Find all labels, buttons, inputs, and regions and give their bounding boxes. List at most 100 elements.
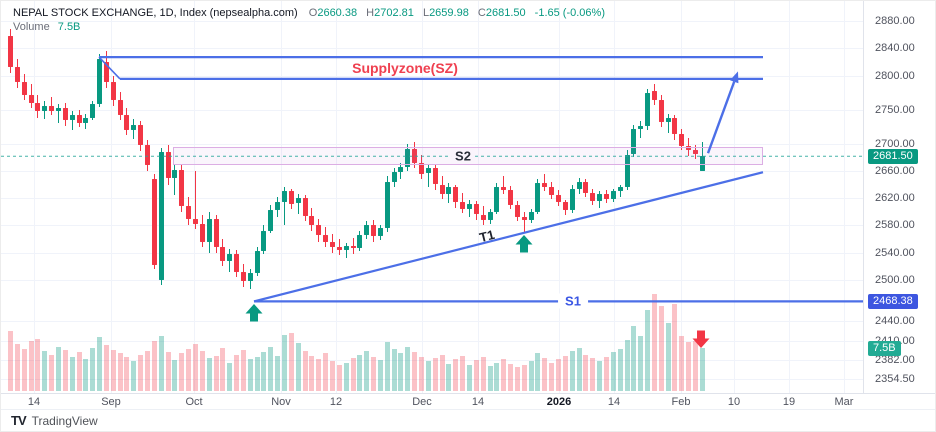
volume-bar[interactable] (473, 360, 479, 391)
volume-bar[interactable] (323, 353, 329, 391)
candle[interactable] (343, 245, 349, 250)
candle[interactable] (651, 90, 657, 100)
volume-bar[interactable] (275, 355, 281, 391)
candle[interactable] (549, 187, 555, 196)
volume-bar[interactable] (254, 356, 260, 391)
volume-label[interactable]: Volume (13, 21, 50, 33)
volume-bar[interactable] (508, 363, 513, 391)
volume-bar[interactable] (425, 361, 431, 391)
candle[interactable] (631, 128, 637, 155)
candle[interactable] (391, 172, 397, 182)
candle[interactable] (645, 93, 650, 126)
candle[interactable] (199, 224, 205, 242)
candle[interactable] (528, 211, 534, 220)
tradingview-watermark[interactable]: TV TradingView (11, 413, 98, 428)
volume-bar[interactable] (603, 356, 609, 391)
volume-bar[interactable] (55, 346, 61, 391)
volume-bar[interactable] (247, 359, 253, 391)
volume-bar[interactable] (364, 351, 370, 391)
candle[interactable] (151, 179, 157, 265)
volume-bar[interactable] (124, 356, 130, 391)
volume-bar[interactable] (357, 354, 363, 391)
volume-bar[interactable] (658, 305, 664, 391)
candle[interactable] (179, 169, 185, 207)
volume-bar[interactable] (576, 347, 582, 391)
candle[interactable] (398, 166, 404, 173)
volume-bar[interactable] (391, 348, 397, 391)
volume-bar[interactable] (97, 337, 102, 391)
volume-bar[interactable] (651, 294, 657, 391)
volume-bar[interactable] (631, 326, 637, 391)
volume-bar[interactable] (494, 362, 500, 391)
candle[interactable] (466, 203, 472, 209)
volume-bar[interactable] (453, 359, 459, 391)
candle[interactable] (494, 187, 500, 212)
candle[interactable] (247, 273, 253, 282)
volume-bar[interactable] (302, 351, 308, 391)
volume-bar[interactable] (192, 344, 198, 391)
volume-bar[interactable] (49, 354, 55, 391)
candle[interactable] (377, 228, 383, 237)
volume-bar[interactable] (617, 348, 623, 391)
candle[interactable] (665, 117, 671, 122)
symbol-title[interactable]: NEPAL STOCK EXCHANGE, 1D, Index (nepseal… (13, 7, 298, 19)
candle[interactable] (323, 234, 329, 242)
volume-bar[interactable] (419, 356, 424, 391)
candle[interactable] (35, 102, 41, 111)
volume-bar[interactable] (549, 362, 555, 391)
volume-bar[interactable] (521, 364, 527, 391)
volume-bar[interactable] (62, 350, 68, 391)
volume-bar[interactable] (665, 322, 671, 391)
candle[interactable] (21, 82, 27, 95)
volume-bar[interactable] (8, 331, 13, 391)
candle[interactable] (282, 191, 287, 203)
candle[interactable] (254, 251, 260, 273)
volume-bar[interactable] (405, 346, 411, 391)
candle[interactable] (521, 217, 527, 220)
candle[interactable] (131, 124, 137, 130)
candle[interactable] (371, 225, 376, 237)
volume-bar[interactable] (501, 359, 507, 391)
candle[interactable] (76, 115, 82, 124)
candle[interactable] (405, 149, 411, 167)
volume-bar[interactable] (371, 356, 376, 391)
candle[interactable] (583, 181, 589, 193)
candle[interactable] (419, 162, 424, 174)
plot-area[interactable]: Supplyzone(SZ) S2 S1 T1 (1, 1, 863, 393)
candle[interactable] (597, 194, 603, 201)
volume-bar[interactable] (227, 362, 233, 391)
candle[interactable] (103, 61, 109, 83)
volume-bar[interactable] (158, 336, 164, 391)
candle[interactable] (473, 203, 479, 215)
volume-bar[interactable] (460, 355, 466, 391)
volume-bar[interactable] (117, 353, 123, 391)
candle[interactable] (480, 214, 486, 220)
candle[interactable] (186, 206, 192, 219)
candle[interactable] (220, 247, 226, 261)
volume-bar[interactable] (103, 345, 109, 391)
candle[interactable] (261, 230, 267, 252)
candle[interactable] (49, 105, 55, 111)
volume-bar[interactable] (165, 352, 171, 391)
candle[interactable] (425, 168, 431, 174)
candle[interactable] (8, 36, 13, 68)
volume-bar[interactable] (186, 348, 192, 391)
candle[interactable] (97, 59, 102, 105)
candle[interactable] (446, 187, 452, 194)
volume-bar[interactable] (83, 359, 89, 391)
volume-bar[interactable] (213, 355, 219, 391)
candle[interactable] (117, 100, 123, 115)
volume-bar[interactable] (268, 346, 274, 391)
volume-bar[interactable] (638, 336, 644, 391)
candle[interactable] (487, 211, 493, 220)
candle[interactable] (336, 247, 342, 250)
volume-bar[interactable] (220, 347, 226, 391)
volume-bar[interactable] (261, 352, 267, 391)
candle[interactable] (686, 146, 692, 151)
volume-bar[interactable] (672, 304, 678, 391)
volume-bar[interactable] (28, 340, 34, 391)
candle[interactable] (268, 210, 274, 231)
volume-bar[interactable] (69, 356, 75, 391)
candle[interactable] (158, 151, 164, 280)
volume-bar[interactable] (562, 355, 568, 391)
